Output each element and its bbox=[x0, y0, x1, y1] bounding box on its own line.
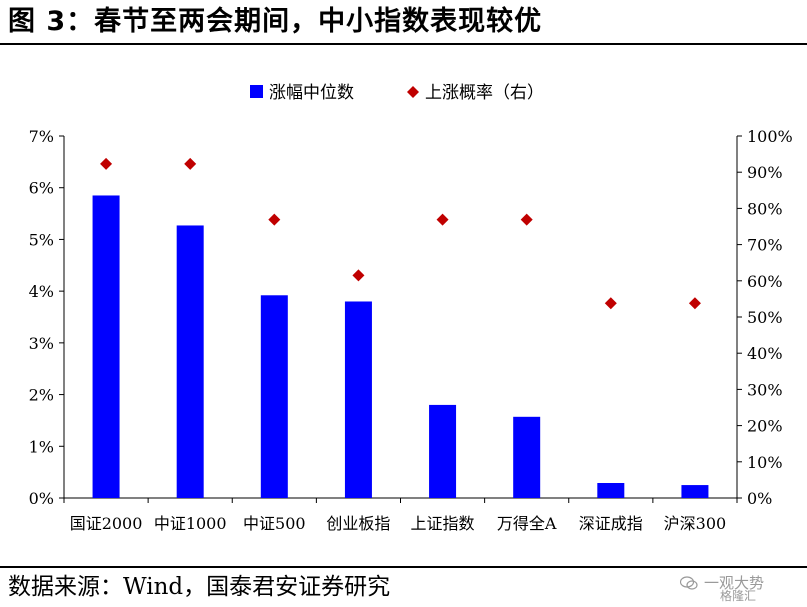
left-tick-label: 4% bbox=[29, 282, 54, 301]
bar bbox=[176, 225, 204, 499]
chart: 涨幅中位数 上涨概率（右） 0% 1% 2% 3% 4% 5% 6% 7% 0% 10% 20% 30%… bbox=[29, 83, 793, 533]
source-note: 数据来源：Wind，国泰君安证券研究 bbox=[8, 574, 391, 600]
right-tick-label: 90% bbox=[747, 163, 783, 182]
watermark-text: 一观大势 bbox=[704, 574, 765, 592]
legend-label: 上涨概率（右） bbox=[425, 83, 544, 103]
right-tick-label: 100% bbox=[747, 127, 793, 146]
right-tick-label: 60% bbox=[747, 272, 783, 291]
wechat-icon bbox=[680, 576, 698, 590]
bar bbox=[429, 404, 457, 498]
right-tick-label: 0% bbox=[747, 489, 772, 508]
legend-label: 涨幅中位数 bbox=[269, 83, 354, 103]
right-tick-label: 10% bbox=[747, 453, 783, 472]
bar bbox=[92, 195, 120, 498]
bar-series bbox=[92, 195, 709, 499]
right-tick-label: 70% bbox=[747, 236, 783, 255]
category-label: 沪深300 bbox=[664, 514, 727, 533]
category-label: 中证500 bbox=[243, 514, 306, 533]
diamond-marker bbox=[604, 297, 617, 310]
diamond-marker bbox=[268, 213, 281, 226]
bar bbox=[513, 416, 541, 498]
right-tick-label: 30% bbox=[747, 380, 783, 399]
right-tick-label: 40% bbox=[747, 344, 783, 363]
left-tick-label: 2% bbox=[29, 386, 54, 405]
diamond-marker bbox=[100, 157, 113, 170]
watermark: 一观大势 格隆汇 bbox=[680, 572, 805, 603]
category-label: 创业板指 bbox=[326, 514, 390, 533]
diamond-marker bbox=[184, 157, 197, 170]
legend-swatch-bar bbox=[250, 85, 263, 98]
diamond-marker bbox=[520, 213, 533, 226]
category-label: 深证成指 bbox=[579, 514, 643, 533]
diamond-marker bbox=[688, 297, 701, 310]
tick-labels: 0% 1% 2% 3% 4% 5% 6% 7% 0% 10% 20% 30% 40% 50% 60% 70% 8… bbox=[29, 127, 793, 533]
watermark-subtext: 格隆汇 bbox=[720, 589, 757, 603]
bar bbox=[344, 301, 372, 498]
marker-series bbox=[100, 157, 701, 310]
left-tick-label: 1% bbox=[29, 437, 54, 456]
title-rule bbox=[0, 43, 807, 45]
diamond-marker bbox=[436, 213, 449, 226]
left-tick-label: 6% bbox=[29, 179, 54, 198]
figure-title: 图 3：春节至两会期间，中小指数表现较优 bbox=[8, 6, 543, 37]
source-rule bbox=[0, 566, 807, 568]
bar bbox=[681, 485, 709, 498]
bar bbox=[597, 483, 625, 498]
diamond-marker bbox=[352, 269, 365, 282]
category-label: 国证2000 bbox=[70, 514, 143, 533]
bar bbox=[260, 295, 288, 498]
category-label: 万得全A bbox=[497, 514, 557, 533]
right-tick-label: 80% bbox=[747, 199, 783, 218]
legend-swatch-diamond bbox=[407, 86, 419, 98]
right-tick-label: 20% bbox=[747, 417, 783, 436]
left-tick-label: 7% bbox=[29, 127, 54, 146]
left-tick-label: 0% bbox=[29, 489, 54, 508]
left-tick-label: 5% bbox=[29, 230, 54, 249]
left-tick-label: 3% bbox=[29, 334, 54, 353]
category-label: 中证1000 bbox=[154, 514, 227, 533]
axes bbox=[59, 135, 742, 503]
right-tick-label: 50% bbox=[747, 308, 783, 327]
legend: 涨幅中位数 上涨概率（右） bbox=[250, 83, 544, 103]
category-label: 上证指数 bbox=[411, 514, 475, 533]
